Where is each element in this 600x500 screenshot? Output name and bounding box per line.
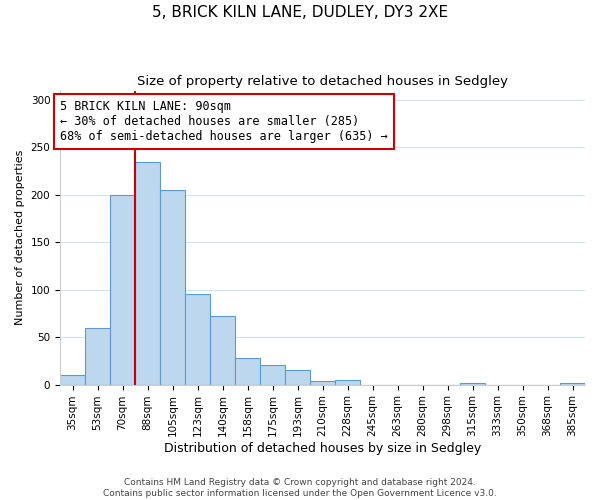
Bar xyxy=(110,195,135,384)
Bar xyxy=(135,162,160,384)
X-axis label: Distribution of detached houses by size in Sedgley: Distribution of detached houses by size … xyxy=(164,442,481,455)
Bar xyxy=(160,190,185,384)
Bar xyxy=(310,381,335,384)
Bar xyxy=(210,316,235,384)
Bar xyxy=(335,380,360,384)
Bar xyxy=(260,364,285,384)
Title: Size of property relative to detached houses in Sedgley: Size of property relative to detached ho… xyxy=(137,75,508,88)
Bar xyxy=(235,358,260,384)
Bar xyxy=(85,328,110,384)
Bar xyxy=(460,382,485,384)
Bar xyxy=(285,370,310,384)
Bar xyxy=(560,382,585,384)
Text: Contains HM Land Registry data © Crown copyright and database right 2024.
Contai: Contains HM Land Registry data © Crown c… xyxy=(103,478,497,498)
Text: 5 BRICK KILN LANE: 90sqm
← 30% of detached houses are smaller (285)
68% of semi-: 5 BRICK KILN LANE: 90sqm ← 30% of detach… xyxy=(60,100,388,143)
Bar xyxy=(60,375,85,384)
Text: 5, BRICK KILN LANE, DUDLEY, DY3 2XE: 5, BRICK KILN LANE, DUDLEY, DY3 2XE xyxy=(152,5,448,20)
Y-axis label: Number of detached properties: Number of detached properties xyxy=(15,150,25,326)
Bar xyxy=(185,294,210,384)
